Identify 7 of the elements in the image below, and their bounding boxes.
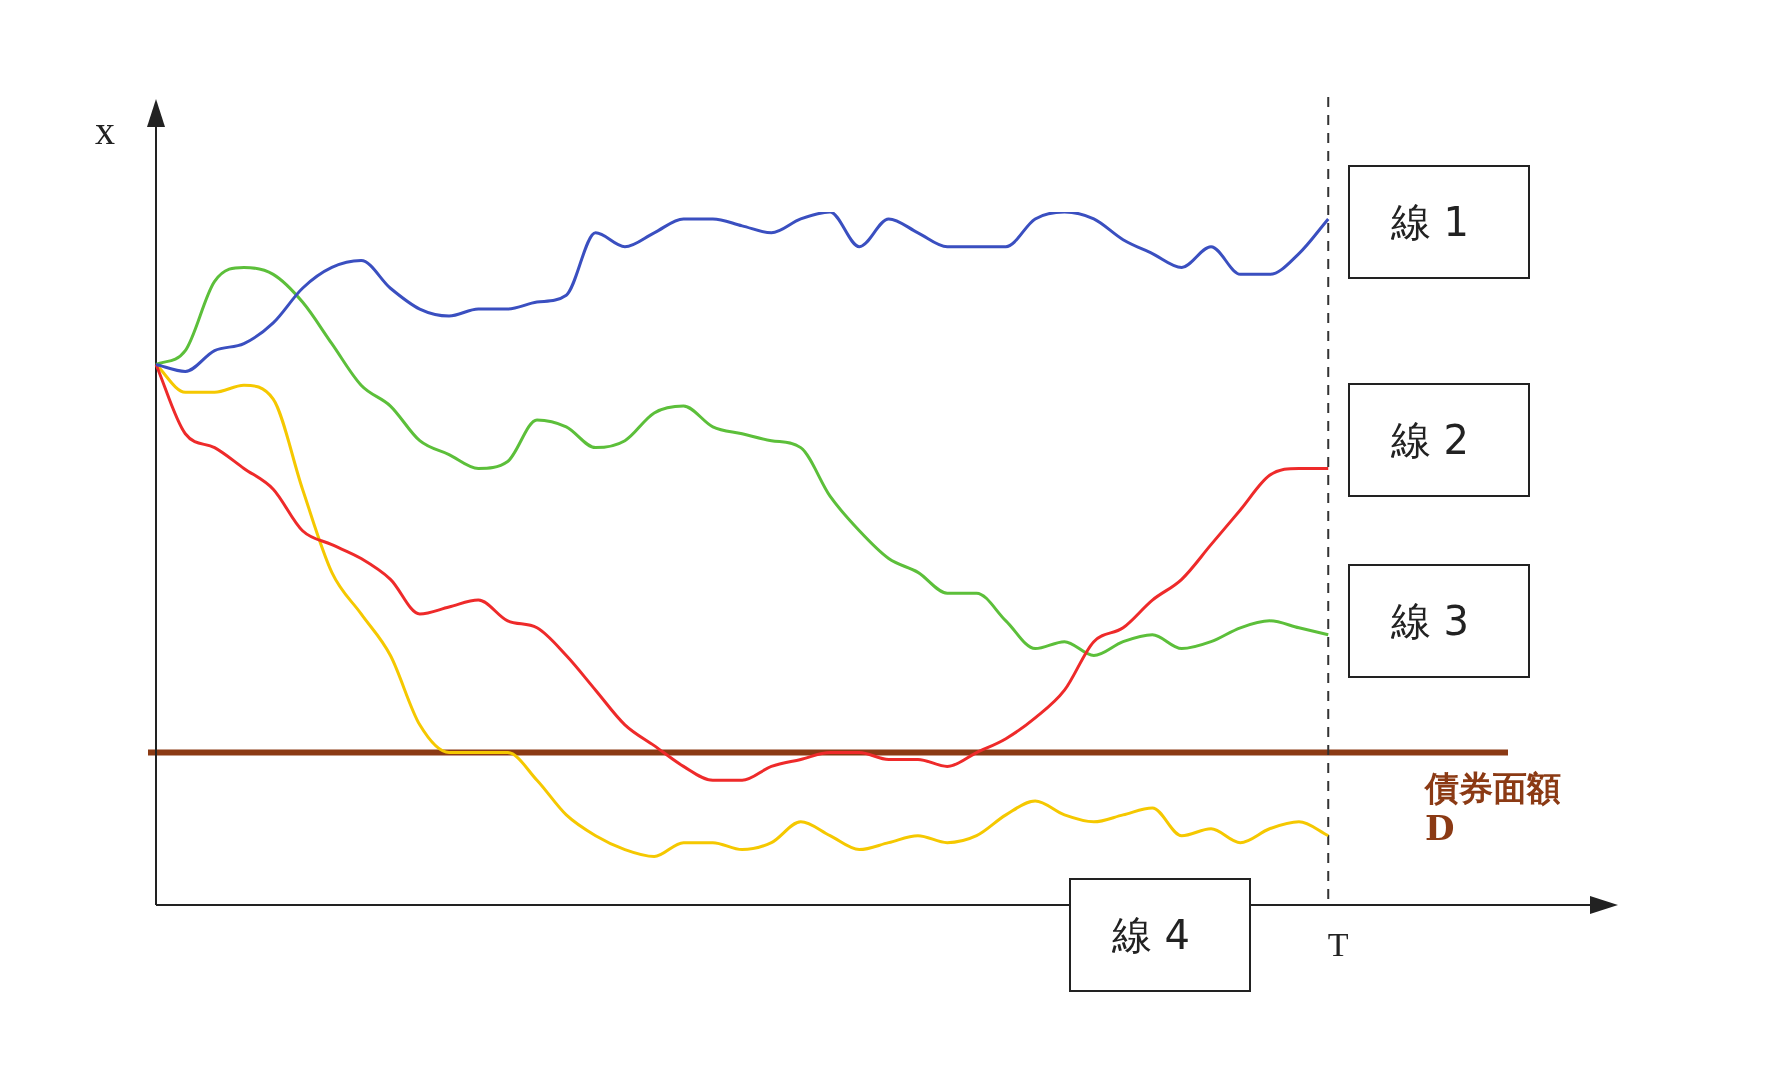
ref-line-label: 債券面額 D bbox=[1424, 768, 1561, 849]
series-label: 線 2 bbox=[1390, 415, 1470, 465]
series-label: 線 4 bbox=[1111, 910, 1191, 960]
series-label: 線 3 bbox=[1390, 596, 1470, 646]
y-axis-title: x bbox=[95, 107, 115, 153]
text: T bbox=[1327, 925, 1349, 963]
series-label: 線 1 bbox=[1390, 197, 1470, 247]
